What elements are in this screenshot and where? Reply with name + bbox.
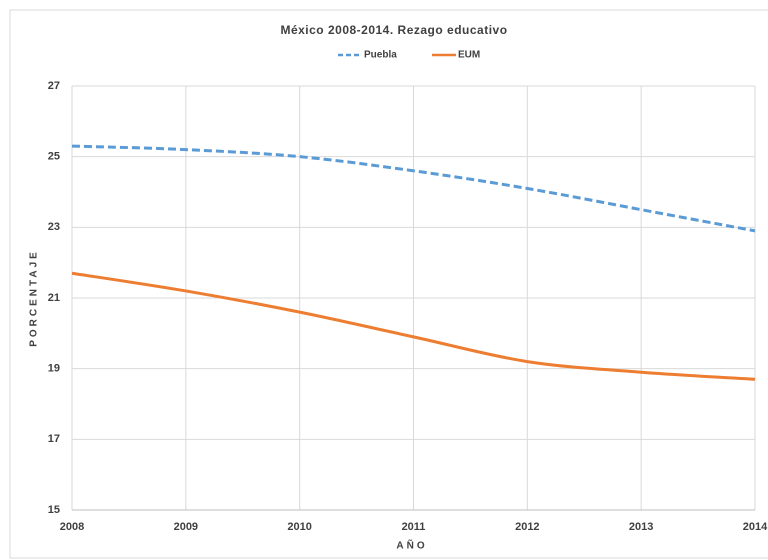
x-tick-label: 2011 — [402, 521, 426, 533]
y-tick-label: 23 — [48, 221, 60, 233]
y-tick-label: 25 — [48, 151, 60, 163]
legend-label: EUM — [458, 50, 480, 61]
legend-label: Puebla — [364, 50, 397, 61]
x-tick-label: 2010 — [287, 521, 311, 533]
x-tick-label: 2012 — [515, 521, 539, 533]
x-tick-label: 2008 — [60, 521, 84, 533]
x-axis-title: AÑO — [396, 539, 427, 552]
line-series — [71, 271, 756, 381]
y-tick-label: 27 — [48, 80, 60, 92]
y-axis-title: PORCENTAJE — [29, 249, 40, 347]
x-tick-label: 2009 — [174, 521, 198, 533]
y-tick-label: 17 — [48, 433, 60, 445]
y-tick-label: 21 — [48, 292, 60, 304]
x-tick-label: 2013 — [629, 521, 653, 533]
chart-frame — [9, 9, 768, 559]
y-tick-label: 19 — [48, 363, 60, 375]
chart-title: México 2008-2014. Rezago educativo — [280, 23, 507, 37]
y-tick-label: 15 — [48, 504, 60, 516]
x-tick-label: 2014 — [743, 521, 768, 533]
line-series — [71, 144, 756, 233]
